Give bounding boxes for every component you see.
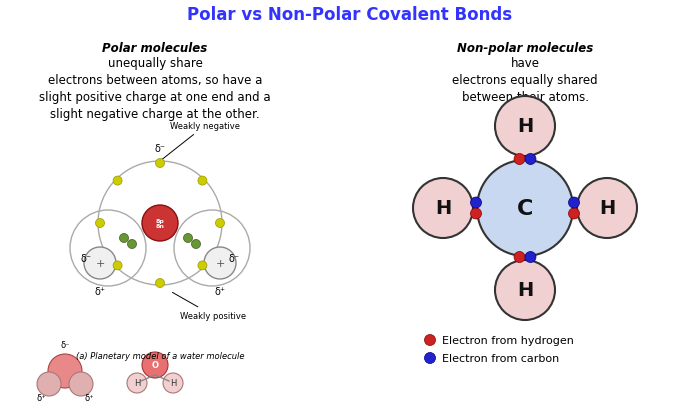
Circle shape (113, 261, 122, 270)
Circle shape (155, 159, 164, 168)
Circle shape (113, 177, 122, 185)
Circle shape (127, 240, 136, 249)
Text: H: H (599, 199, 615, 218)
Text: H: H (517, 117, 533, 136)
Circle shape (216, 219, 225, 228)
Circle shape (192, 240, 200, 249)
Text: +: + (216, 259, 225, 268)
Text: H: H (134, 379, 140, 387)
Text: δ⁻: δ⁻ (60, 340, 70, 349)
Circle shape (142, 206, 178, 242)
Text: +: + (95, 259, 105, 268)
Circle shape (127, 373, 147, 393)
Circle shape (424, 353, 435, 363)
Text: Weakly positive: Weakly positive (172, 293, 246, 320)
Circle shape (477, 161, 573, 256)
Text: have
electrons equally shared
between their atoms.: have electrons equally shared between th… (452, 57, 598, 104)
Text: δ⁺: δ⁺ (36, 393, 46, 402)
Text: δ⁻: δ⁻ (228, 254, 239, 263)
Text: Polar vs Non-Polar Covalent Bonds: Polar vs Non-Polar Covalent Bonds (188, 6, 512, 24)
Text: H: H (517, 281, 533, 300)
Circle shape (495, 97, 555, 157)
Circle shape (568, 209, 580, 219)
Text: unequally share
electrons between atoms, so have a
slight positive charge at one: unequally share electrons between atoms,… (39, 57, 271, 121)
Text: C: C (517, 199, 533, 218)
Circle shape (413, 178, 473, 238)
Circle shape (568, 197, 580, 209)
Circle shape (69, 372, 93, 396)
Text: δ⁻: δ⁻ (155, 144, 165, 154)
Circle shape (525, 252, 536, 263)
Text: Weakly negative: Weakly negative (162, 122, 240, 160)
Text: Polar molecules: Polar molecules (102, 42, 208, 55)
Text: δ⁻: δ⁻ (80, 254, 92, 263)
Circle shape (470, 197, 482, 209)
Text: H: H (435, 199, 451, 218)
Circle shape (155, 279, 164, 288)
Circle shape (95, 219, 104, 228)
Text: δ⁺: δ⁺ (214, 286, 225, 296)
Circle shape (204, 247, 236, 279)
Text: δ⁺: δ⁺ (84, 393, 94, 402)
Circle shape (514, 252, 525, 263)
Circle shape (37, 372, 61, 396)
Text: Non-polar molecules: Non-polar molecules (457, 42, 593, 55)
Text: Electron from carbon: Electron from carbon (442, 353, 559, 363)
Text: H: H (170, 379, 176, 387)
Text: (a) Planetary model of a water molecule: (a) Planetary model of a water molecule (76, 351, 244, 360)
Circle shape (525, 154, 536, 165)
Circle shape (495, 260, 555, 320)
Text: O: O (151, 361, 158, 370)
Circle shape (48, 354, 82, 388)
Circle shape (577, 178, 637, 238)
Text: 8p
8n: 8p 8n (155, 218, 164, 229)
Circle shape (514, 154, 525, 165)
Circle shape (120, 234, 129, 243)
Text: Electron from hydrogen: Electron from hydrogen (442, 335, 574, 345)
Circle shape (470, 209, 482, 219)
Circle shape (142, 352, 168, 378)
Circle shape (198, 177, 207, 185)
Circle shape (424, 335, 435, 346)
Circle shape (198, 261, 207, 270)
Circle shape (84, 247, 116, 279)
Circle shape (163, 373, 183, 393)
Circle shape (183, 234, 192, 243)
Text: δ⁺: δ⁺ (94, 286, 106, 296)
